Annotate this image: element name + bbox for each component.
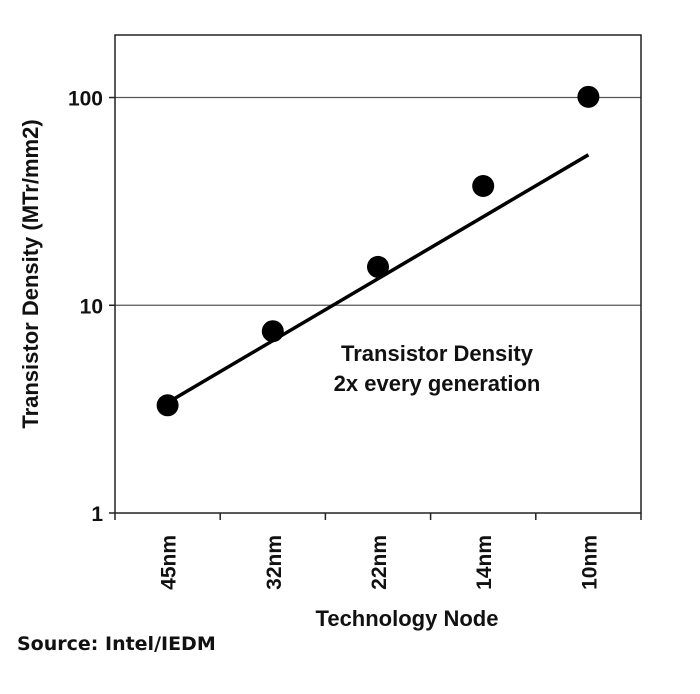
y-tick-label: 100	[68, 88, 103, 111]
x-tick-label: 45nm	[158, 535, 181, 590]
y-axis-ticks: 1 10 100	[68, 88, 115, 526]
annotation-line-1: Transistor Density	[341, 341, 534, 366]
y-tick-label: 1	[91, 503, 103, 526]
trendline	[166, 153, 590, 405]
plot-area-frame	[114, 34, 642, 514]
data-point	[577, 85, 600, 108]
data-point	[472, 175, 495, 198]
y-axis-label: Transistor Density (MTr/mm2)	[18, 119, 43, 428]
data-point	[261, 320, 284, 343]
gridlines	[115, 96, 641, 306]
y-tick-label: 10	[80, 295, 103, 318]
x-tick-label: 10nm	[578, 535, 601, 590]
data-point	[367, 255, 389, 278]
data-point	[156, 394, 179, 417]
x-axis-label: Technology Node	[316, 606, 499, 631]
x-tick-label: 32nm	[263, 535, 286, 590]
x-tick-label: 22nm	[368, 535, 391, 590]
x-tick-label: 14nm	[473, 535, 496, 590]
data-points	[156, 85, 600, 417]
annotation-line-2: 2x every generation	[334, 371, 541, 396]
source-credit: Source: Intel/IEDM	[17, 633, 216, 655]
x-axis-ticks: 45nm 32nm 22nm 14nm 10nm	[114, 513, 642, 590]
